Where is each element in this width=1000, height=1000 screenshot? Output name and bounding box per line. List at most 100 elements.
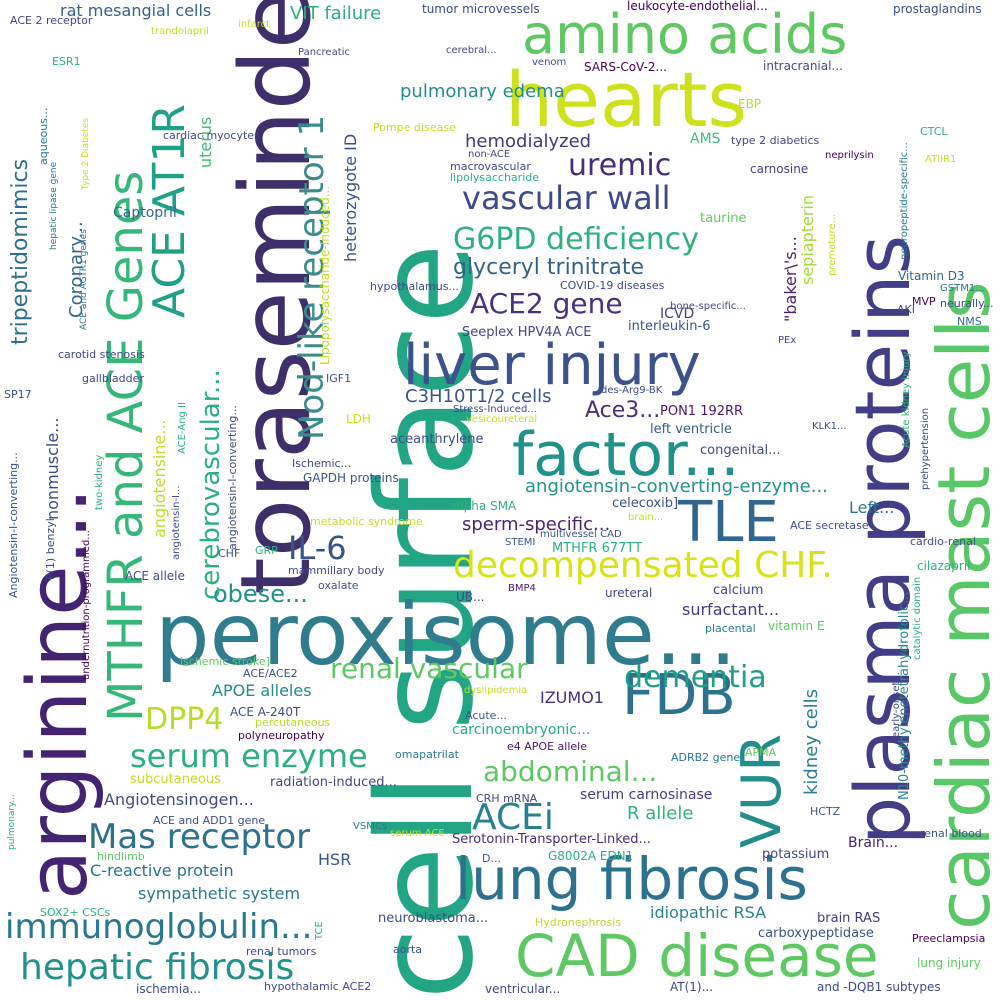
word: uterus (196, 116, 215, 168)
word: ventricular... (485, 982, 561, 996)
word: angiotensin-I-converting... (226, 405, 239, 550)
word: "baker\'s... (781, 236, 800, 322)
word: vesicoureteral (466, 414, 538, 425)
word: hearts (505, 55, 748, 144)
word: ACE-Ang II (177, 402, 188, 454)
word: Acute kidney injury (901, 351, 912, 448)
word: brain... (628, 512, 664, 523)
word: Captopril (113, 205, 177, 221)
word: CRH mRNA (476, 792, 538, 805)
word: renal tumors (246, 945, 317, 958)
word: surfactant... (682, 600, 780, 619)
word: ACE allele (125, 569, 185, 583)
word: TCE (314, 921, 325, 940)
word: hepatic lipase gene (49, 161, 59, 250)
word: sperm-specific... (462, 514, 611, 535)
word: neuropeptide-specific... (899, 142, 910, 260)
word: vitamin E (768, 619, 825, 633)
word: glyceryl trinitrate (453, 255, 645, 280)
word: carotid stenosis (58, 348, 145, 361)
word: angiotensine... (150, 419, 169, 538)
word: carnosine (750, 162, 809, 176)
word: alpha SMA (453, 499, 517, 513)
word: kidney cells (801, 688, 822, 795)
word: intracranial... (763, 59, 843, 73)
word: C-reactive protein (90, 861, 234, 880)
word: tripeptidomimics (8, 158, 33, 345)
word: ischemic stroke] (180, 655, 270, 668)
word: serum enzyme (130, 737, 368, 775)
word: ischemia... (136, 982, 201, 996)
word: ESR1 (52, 55, 81, 68)
word: sepiapterin (798, 194, 817, 285)
word: and -DQB1 subtypes (817, 980, 941, 994)
word: Stress-Induced... (453, 404, 537, 415)
word: sympathetic system (138, 884, 301, 903)
word: abdominal... (483, 755, 658, 788)
word: Serotonin-Transporter-Linked... (452, 832, 651, 847)
word: taurine (700, 211, 747, 226)
word: placental (705, 622, 756, 635)
word: IZUMO1 (540, 688, 604, 707)
word: macrovascular (450, 160, 531, 173)
word: MTHFR 677TT (552, 541, 643, 556)
word: radiation-induced... (270, 775, 397, 790)
word: dyslipidemia (464, 685, 528, 696)
word: Acute... (465, 709, 507, 722)
word: polyneuropathy (238, 729, 325, 742)
word: VSMCs (353, 821, 388, 832)
word: hypothalamus... (370, 280, 459, 293)
word: peroxisome... (155, 585, 737, 685)
word: Ischemic... (292, 457, 352, 470)
word: serum carnosinase (580, 787, 713, 803)
word: ACE and AGTR1 genes (79, 229, 89, 330)
word: amino acids (522, 3, 848, 66)
word: infarct (238, 19, 271, 30)
word: neprilysin (825, 150, 874, 161)
word: mammillary body (288, 564, 385, 577)
word: SARS-CoV-2... (584, 60, 667, 74)
word: EBP (738, 97, 762, 111)
word: ACE2 gene (470, 287, 623, 320)
word: leukocyte-endothelial... (627, 0, 768, 13)
word: APOE alleles (212, 681, 312, 700)
word: non-ACE (468, 149, 511, 160)
word: renal blood (920, 827, 982, 840)
word: Pompe disease (373, 121, 456, 134)
word: pulmonary... (7, 794, 17, 850)
word: nonmuscle... (43, 417, 62, 520)
word: G6PD deficiency (453, 222, 700, 257)
word: C3H10T1/2 cells (405, 386, 552, 407)
word: oxalate (318, 579, 359, 592)
word: Lipopolysaccharide-Induced... (318, 185, 332, 365)
word: Ace3... (585, 398, 661, 423)
word: AMS (690, 131, 721, 147)
word: Left... (849, 498, 895, 517)
word: LDH (346, 412, 371, 426)
word: brain RAS (817, 911, 881, 926)
word: UB... (456, 590, 485, 604)
word: subcutaneous (130, 772, 221, 787)
word: hemodialyzed (465, 131, 592, 152)
word: CAD disease (515, 922, 879, 990)
word: ICVD (660, 306, 695, 322)
word: prehypertension (920, 407, 931, 490)
word: HSR (318, 850, 352, 869)
word: FDB (622, 663, 736, 728)
word: carboxypeptidase (758, 926, 874, 941)
word: NMS (957, 315, 982, 328)
word: Brain... (848, 835, 899, 851)
word: PON1 192RR (660, 404, 744, 419)
word: vascular wall (462, 179, 671, 217)
word: R allele (627, 803, 694, 824)
word: factor... (512, 420, 740, 490)
word: lung injury (917, 956, 981, 970)
word: bone-specific... (670, 301, 746, 312)
word: celecoxib] (612, 496, 679, 511)
word: cilazapril (917, 559, 971, 573)
word: carcinoembryonic... (452, 722, 591, 738)
word: trandolapril (151, 26, 209, 37)
word: TLE (678, 490, 779, 555)
word: VIT failure (290, 3, 382, 24)
